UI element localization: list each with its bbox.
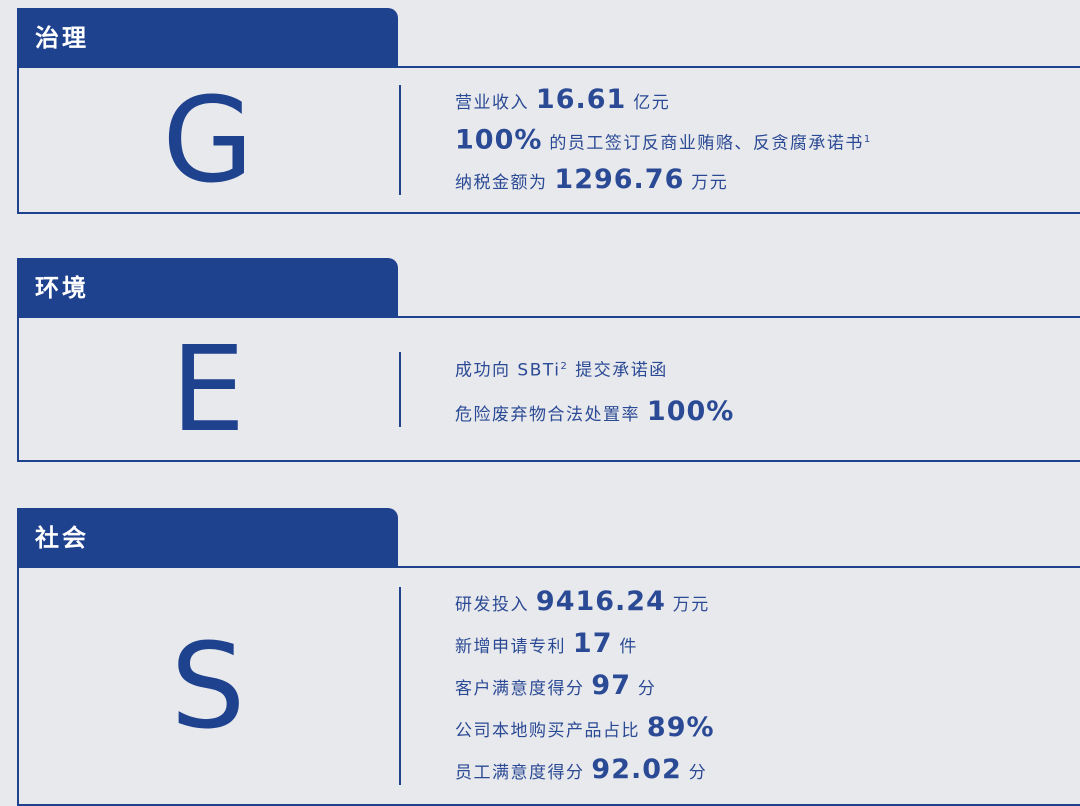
- section-box: E 成功向 SBTi2 提交承诺函 危险废弃物合法处置率 100%: [17, 316, 1080, 462]
- metric-value: 16.61: [535, 84, 627, 115]
- metric-value: 1296.76: [554, 164, 685, 195]
- metric-text: 分: [630, 679, 657, 699]
- metric-text: 提交承诺函: [568, 360, 668, 381]
- metric-text: 成功向 SBTi: [455, 360, 561, 381]
- section-letter: S: [170, 617, 246, 755]
- metric-text: 分: [681, 763, 708, 783]
- footnote-mark: 2: [560, 361, 569, 372]
- section-tab: 治理: [17, 8, 398, 68]
- metric-value: 9416.24: [535, 586, 666, 617]
- metric-line: 纳税金额为 1296.76 万元: [455, 160, 872, 200]
- metric-text: 危险废弃物合法处置率: [455, 405, 647, 425]
- metric-text: 营业收入: [455, 93, 536, 113]
- metric-line: 100% 的员工签订反商业贿赂、反贪腐承诺书1: [455, 120, 872, 160]
- section-tab: 环境: [17, 258, 398, 318]
- divider: [399, 587, 401, 785]
- section-letter: G: [162, 71, 254, 209]
- divider: [399, 351, 401, 427]
- metric-line: 新增申请专利 17 件: [455, 623, 715, 665]
- metric-line: 研发投入 9416.24 万元: [455, 581, 715, 623]
- metric-value: 89%: [646, 712, 715, 743]
- metric-text: 新增申请专利: [455, 637, 573, 657]
- metric-text: 万元: [684, 173, 729, 193]
- metric-line: 公司本地购买产品占比 89%: [455, 707, 715, 749]
- metric-line: 营业收入 16.61 亿元: [455, 80, 872, 120]
- metric-text: 的员工签订反商业贿赂、反贪腐承诺书: [542, 133, 864, 154]
- section-tab: 社会: [17, 508, 398, 568]
- metric-value: 100%: [455, 124, 543, 156]
- divider: [399, 85, 401, 195]
- metric-list: 成功向 SBTi2 提交承诺函 危险废弃物合法处置率 100%: [455, 344, 734, 434]
- metric-text: 公司本地购买产品占比: [455, 721, 647, 741]
- footnote-mark: 1: [863, 134, 872, 145]
- section-box: G 营业收入 16.61 亿元 100% 的员工签订反商业贿赂、反贪腐承诺书1 纳税金…: [17, 66, 1080, 214]
- metric-value: 92.02: [591, 754, 682, 785]
- page: 治理 G 营业收入 16.61 亿元 100% 的员工签订反商业贿赂、反贪腐承诺书1 纳…: [17, 8, 1080, 806]
- metric-line: 员工满意度得分 92.02 分: [455, 749, 715, 791]
- metric-text: 客户满意度得分: [455, 679, 592, 699]
- section-letter: E: [170, 320, 246, 458]
- metric-line: 客户满意度得分 97 分: [455, 665, 715, 707]
- metric-line: 成功向 SBTi2 提交承诺函: [455, 344, 734, 389]
- metric-value: 97: [591, 670, 631, 701]
- metric-text: 件: [612, 637, 638, 657]
- metric-text: 亿元: [626, 93, 671, 113]
- metric-text: 员工满意度得分: [455, 763, 592, 783]
- metric-line: 危险废弃物合法处置率 100%: [455, 389, 734, 434]
- metric-list: 研发投入 9416.24 万元 新增申请专利 17 件客户满意度得分 97 分公司…: [455, 581, 715, 791]
- metric-value: 17: [572, 628, 613, 659]
- section-box: S 研发投入 9416.24 万元 新增申请专利 17 件客户满意度得分 97 分公…: [17, 566, 1080, 806]
- metric-text: 纳税金额为: [455, 173, 555, 193]
- metric-list: 营业收入 16.61 亿元 100% 的员工签订反商业贿赂、反贪腐承诺书1 纳税金额…: [455, 80, 872, 200]
- metric-text: 万元: [665, 595, 710, 615]
- metric-value: 100%: [646, 396, 735, 427]
- metric-text: 研发投入: [455, 595, 536, 615]
